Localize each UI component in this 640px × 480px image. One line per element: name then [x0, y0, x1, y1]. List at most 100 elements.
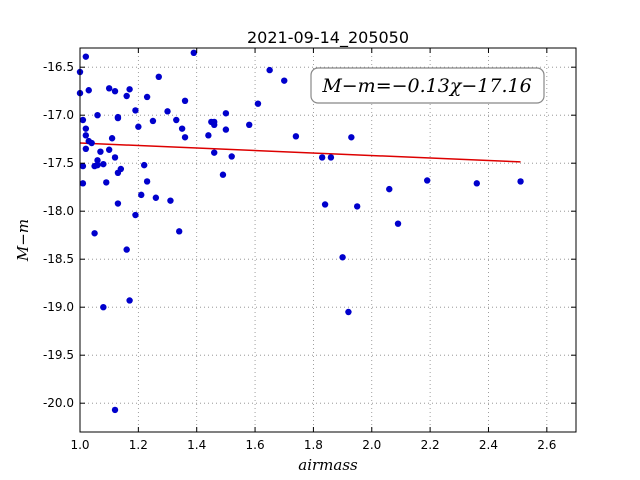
- y-tick-label: -20.0: [43, 396, 74, 410]
- data-point: [79, 162, 87, 170]
- data-point: [85, 87, 92, 94]
- x-tick-label: 2.2: [421, 438, 440, 452]
- data-point: [292, 133, 300, 140]
- data-point: [97, 148, 104, 155]
- y-ticks: -16.5 -17.0 -17.5 -18.0 -18.5 -19.0 -19.5 -20.0: [43, 60, 576, 410]
- data-point: [111, 154, 119, 161]
- data-point: [103, 179, 110, 186]
- data-point: [114, 113, 122, 121]
- data-point: [473, 180, 480, 187]
- fit-line: [79, 142, 521, 163]
- data-point: [327, 154, 335, 161]
- y-tick-label: -18.0: [43, 204, 74, 218]
- data-point: [176, 228, 183, 235]
- grid: [80, 48, 576, 432]
- x-tick-label: 2.0: [362, 438, 381, 452]
- data-point: [164, 108, 171, 115]
- data-point: [246, 121, 253, 128]
- data-point: [178, 125, 186, 132]
- x-tick-label: 1.0: [70, 438, 89, 452]
- data-point: [94, 112, 101, 119]
- data-point: [82, 132, 90, 139]
- data-point: [219, 171, 227, 178]
- y-tick-label: -19.0: [43, 300, 74, 314]
- data-point: [167, 197, 174, 204]
- data-point: [108, 135, 116, 142]
- data-point: [135, 123, 142, 130]
- data-point: [152, 194, 160, 201]
- y-tick-label: -17.0: [43, 108, 74, 122]
- y-tick-label: -16.5: [43, 60, 74, 74]
- data-point: [211, 149, 218, 156]
- data-point: [149, 117, 157, 125]
- data-point: [138, 191, 145, 199]
- data-point: [394, 220, 402, 227]
- y-tick-label: -18.5: [43, 252, 74, 266]
- data-point: [105, 85, 113, 92]
- data-point: [126, 297, 133, 304]
- data-point: [100, 304, 107, 311]
- fit-equation-annotation: M−m=−0.13χ−17.16: [321, 75, 531, 97]
- data-points: [76, 49, 524, 414]
- data-point: [228, 153, 235, 160]
- data-point: [132, 107, 139, 114]
- data-point: [339, 254, 346, 261]
- data-point: [348, 134, 355, 141]
- data-point: [318, 154, 326, 161]
- x-ticks: 1.0 1.2 1.4 1.6 1.8 2.0 2.2 2.4 2.6: [70, 48, 556, 452]
- annotation-box: [310, 67, 545, 104]
- data-point: [88, 139, 95, 147]
- chart-title: 2021-09-14_205050: [247, 28, 409, 48]
- data-point: [123, 246, 130, 253]
- data-point: [100, 160, 107, 168]
- data-point: [79, 180, 87, 187]
- data-point: [222, 126, 230, 133]
- data-point: [353, 203, 361, 210]
- data-point: [79, 116, 87, 124]
- data-point: [345, 308, 352, 316]
- x-tick-label: 2.6: [537, 438, 556, 452]
- plot-frame: [79, 47, 577, 433]
- data-point: [132, 211, 139, 219]
- data-point: [155, 73, 162, 81]
- data-point: [140, 161, 148, 169]
- x-tick-label: 1.4: [187, 438, 206, 452]
- data-point: [82, 53, 90, 60]
- data-point: [205, 132, 212, 139]
- x-tick-label: 1.6: [246, 438, 265, 452]
- data-point: [82, 145, 90, 152]
- data-point: [386, 185, 393, 193]
- x-axis-label: airmass: [298, 456, 358, 474]
- data-point: [117, 165, 125, 173]
- x-tick-label: 1.8: [304, 438, 323, 452]
- data-point: [123, 92, 130, 100]
- data-point: [126, 86, 133, 93]
- data-point: [517, 178, 524, 185]
- data-point: [143, 93, 151, 101]
- data-point: [94, 161, 101, 169]
- data-point: [181, 134, 189, 141]
- data-point: [254, 100, 262, 107]
- data-point: [211, 121, 218, 128]
- fit-line-segment: [79, 142, 521, 163]
- y-axis-label: M−m: [14, 219, 32, 262]
- data-point: [105, 146, 113, 153]
- data-point: [82, 125, 90, 132]
- data-point: [181, 97, 189, 105]
- data-point: [190, 49, 197, 56]
- y-tick-label: -17.5: [43, 156, 74, 170]
- data-point: [173, 116, 180, 124]
- x-tick-label: 2.4: [479, 438, 498, 452]
- data-point: [266, 66, 273, 74]
- data-point: [111, 88, 119, 95]
- data-point: [91, 230, 98, 237]
- data-point: [222, 110, 230, 117]
- data-point: [281, 77, 288, 84]
- data-point: [114, 200, 122, 207]
- x-tick-label: 1.2: [129, 438, 148, 452]
- data-point: [111, 406, 119, 414]
- y-tick-label: -19.5: [43, 348, 74, 362]
- data-point: [94, 157, 101, 164]
- data-point: [424, 177, 431, 184]
